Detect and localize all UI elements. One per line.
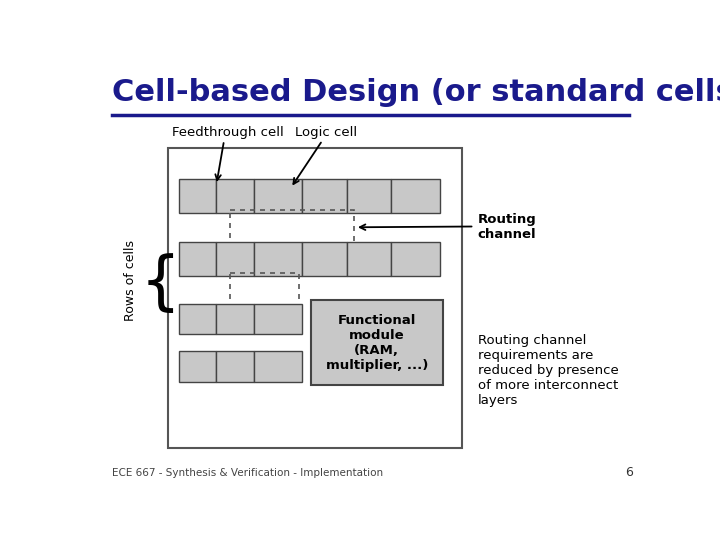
Bar [179, 303, 216, 334]
Text: 6: 6 [625, 467, 632, 480]
Bar [216, 351, 253, 382]
Bar [253, 351, 302, 382]
Bar [346, 242, 392, 276]
Bar [230, 210, 354, 245]
Text: Cell-based Design (or standard cells): Cell-based Design (or standard cells) [112, 78, 720, 107]
Bar [392, 242, 439, 276]
Text: Rows of cells: Rows of cells [124, 240, 137, 321]
Bar [302, 242, 346, 276]
Text: }: } [125, 249, 166, 312]
Bar [346, 179, 392, 213]
Text: Routing channel
requirements are
reduced by presence
of more interconnect
layers: Routing channel requirements are reduced… [477, 334, 618, 407]
Bar [311, 300, 443, 385]
Bar [392, 179, 439, 213]
Bar [216, 303, 253, 334]
Text: Feedthrough cell: Feedthrough cell [172, 126, 284, 139]
Text: Logic cell: Logic cell [295, 126, 357, 139]
Bar [216, 179, 253, 213]
Bar [253, 242, 302, 276]
Bar [179, 351, 216, 382]
Text: ECE 667 - Synthesis & Verification - Implementation: ECE 667 - Synthesis & Verification - Imp… [112, 468, 383, 478]
Bar [216, 242, 253, 276]
Bar [253, 179, 302, 213]
Bar [230, 273, 300, 307]
Text: Functional
module
(RAM,
multiplier, ...): Functional module (RAM, multiplier, ...) [325, 314, 428, 372]
Bar [253, 303, 302, 334]
Bar [302, 179, 346, 213]
Text: Routing
channel: Routing channel [477, 213, 536, 240]
Bar [168, 148, 462, 448]
Bar [179, 242, 216, 276]
Bar [179, 179, 216, 213]
